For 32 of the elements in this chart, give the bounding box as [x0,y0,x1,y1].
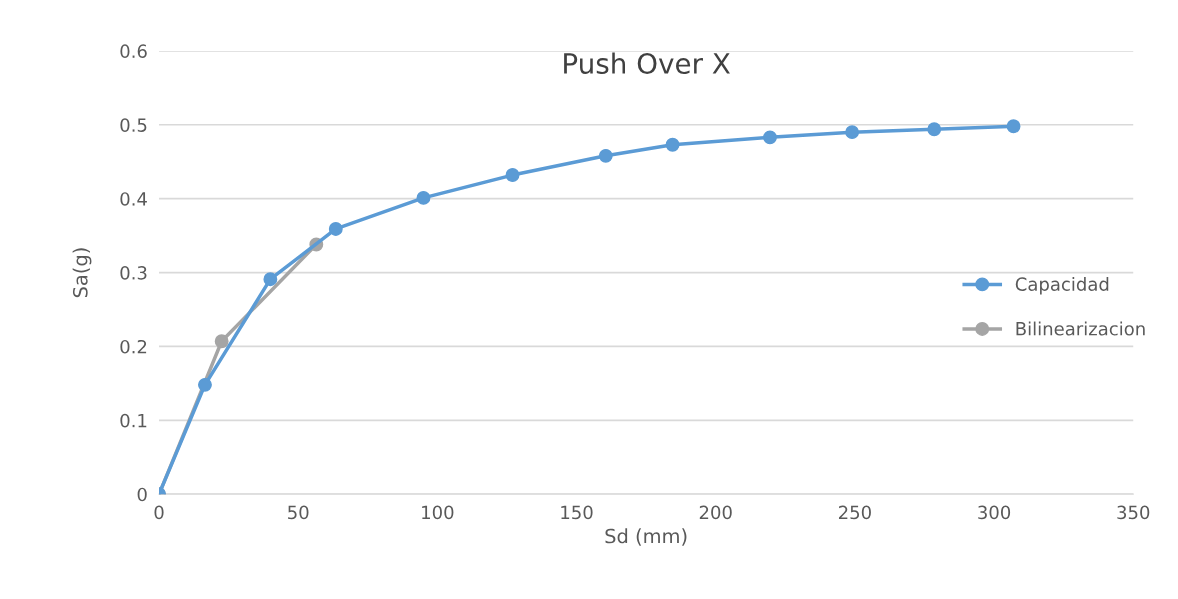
y-tick-label: 0.5 [120,118,147,132]
y-axis-title: Sa(g) [72,248,92,298]
x-tick-label: 100 [422,505,454,520]
x-tick-label: 250 [838,505,871,520]
point [665,137,680,152]
chart-title: Push Over X [564,52,730,74]
x-tick-label: 0 [154,505,164,520]
x-tick-label: 350 [1117,505,1150,520]
y-tick-label: 0.4 [120,192,147,206]
legend-label: Capacidad [1015,276,1109,295]
point [416,190,431,205]
y-tick-label: 0.6 [120,44,147,59]
point [214,334,229,349]
y-tick-label: 0 [137,487,147,502]
legend-label: Bilinearizacion [1016,321,1145,336]
point [263,272,278,287]
x-tick-label: 300 [978,505,1011,520]
point [763,130,777,145]
point [845,125,860,140]
y-tick-label: 0.3 [120,266,147,280]
point [927,122,942,137]
y-tick-label: 0.2 [120,339,147,354]
point [328,222,343,236]
point [505,168,520,182]
point [198,377,212,392]
point [1006,119,1021,134]
x-tick-label: 50 [288,505,309,520]
y-tick-label: 0.1 [120,413,147,428]
x-tick-label: 150 [561,505,593,520]
point [598,148,613,163]
x-axis-title: Sd (mm) [605,528,687,546]
x-tick-label: 200 [699,505,732,520]
